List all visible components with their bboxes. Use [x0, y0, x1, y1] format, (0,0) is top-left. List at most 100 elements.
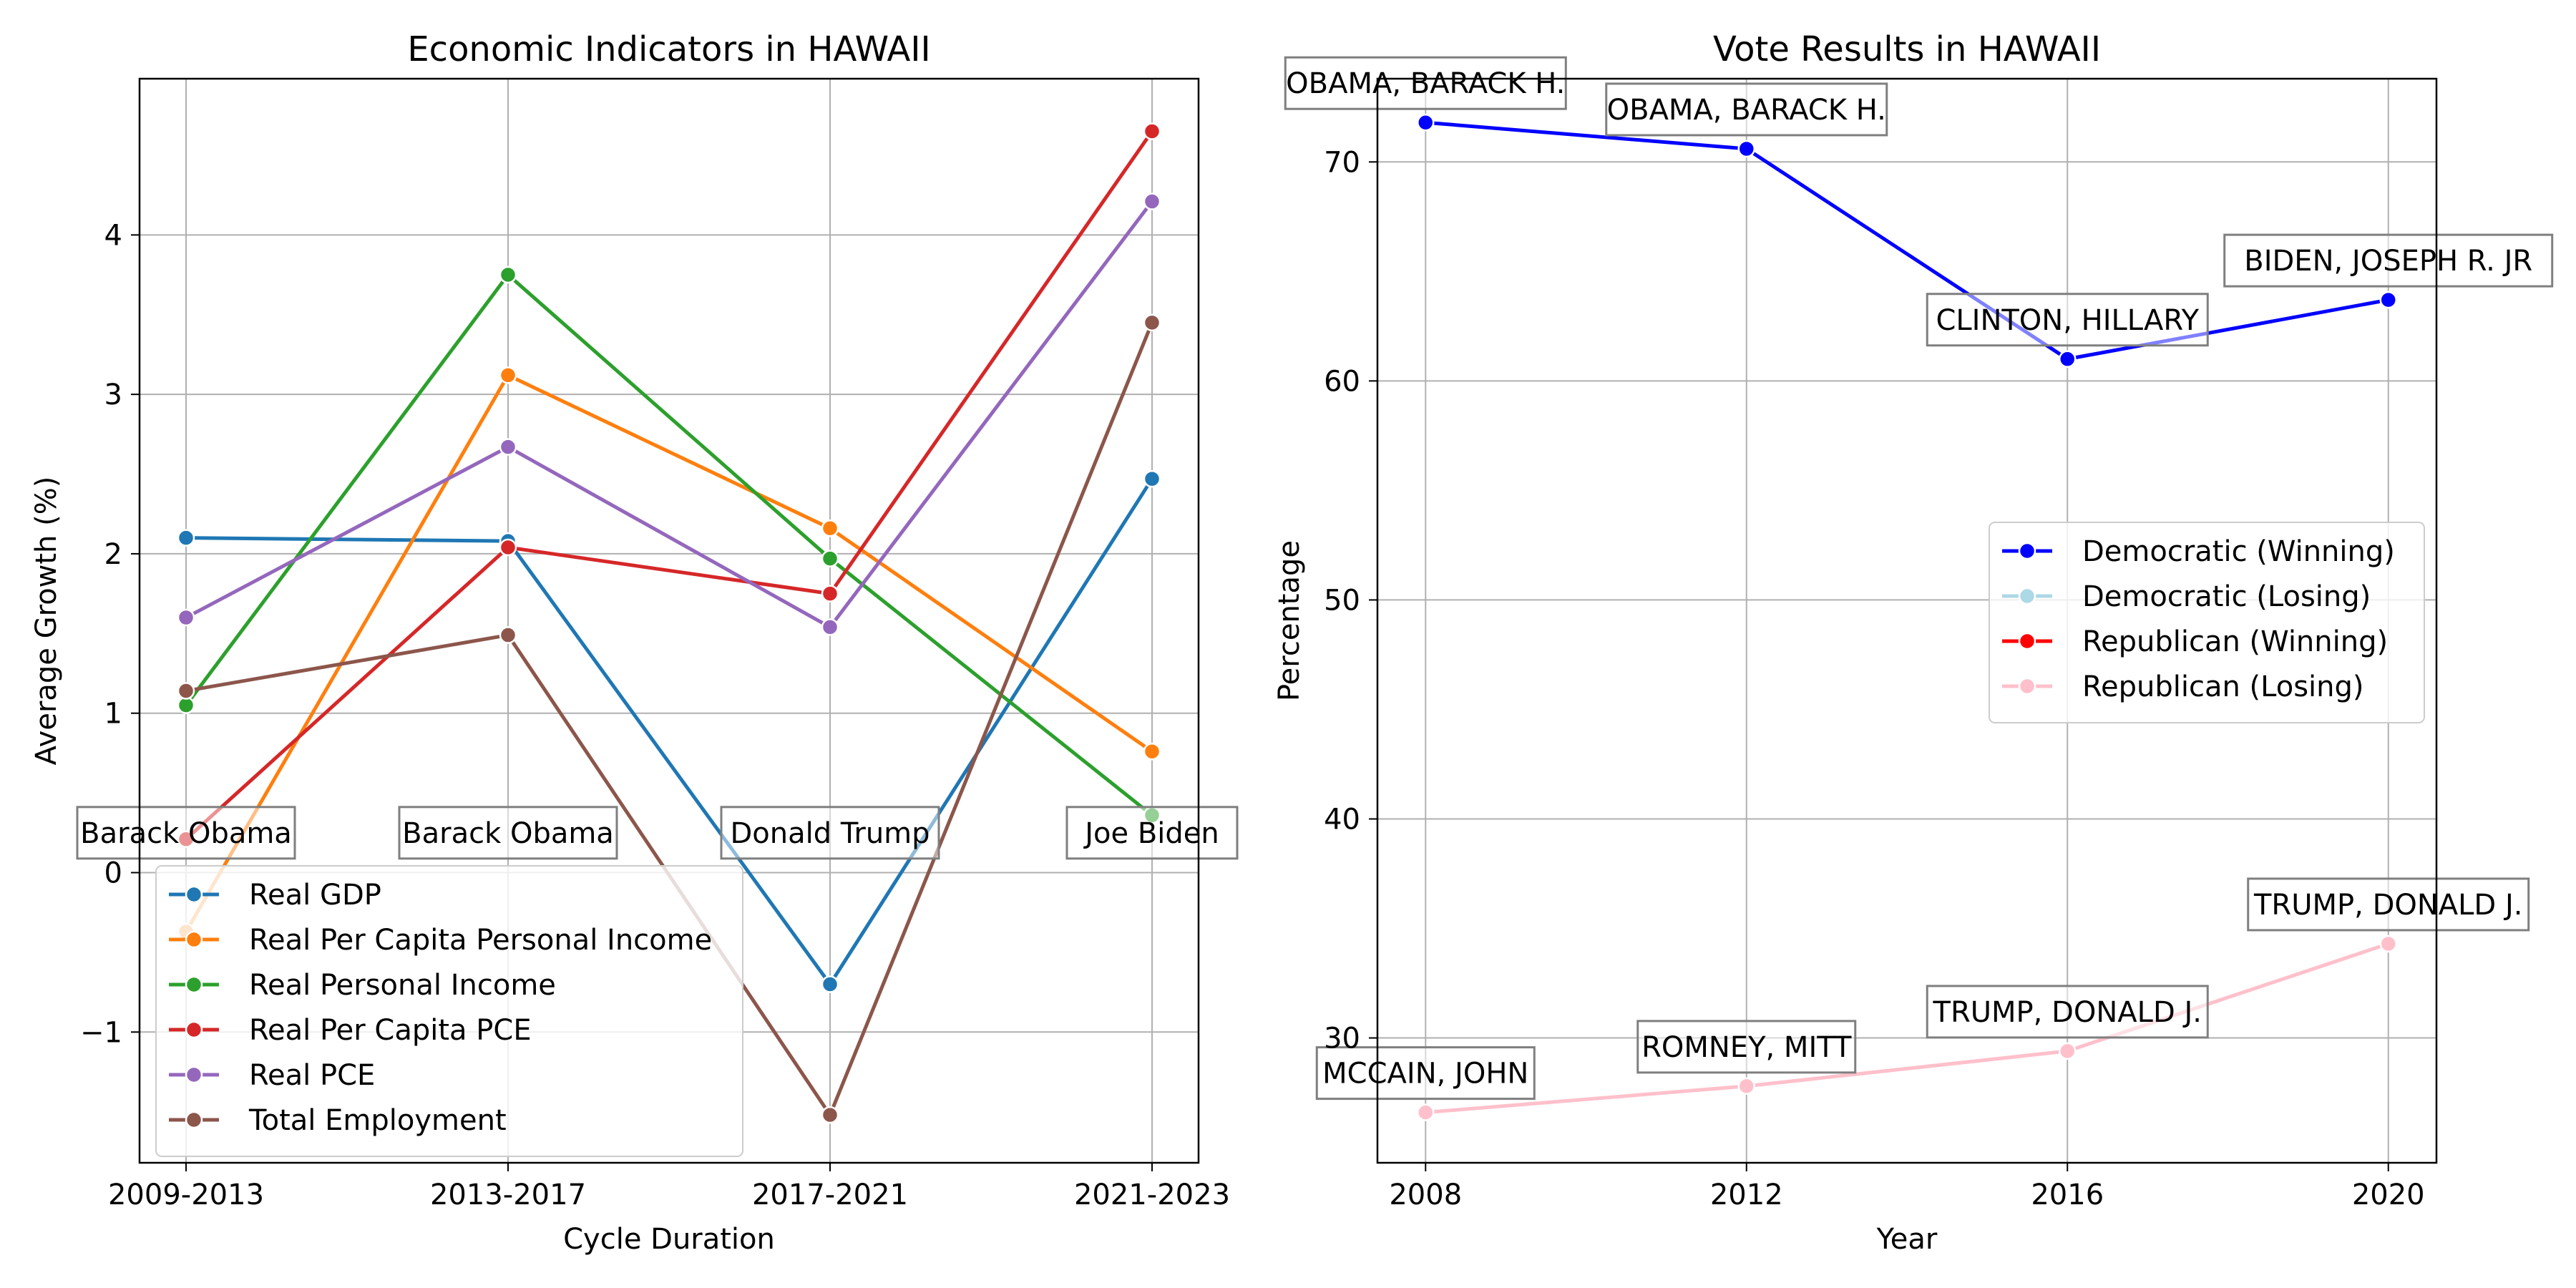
series-line-republican-losing	[1425, 942, 2389, 1115]
legend-label: Real Per Capita PCE	[249, 1014, 532, 1047]
data-point-real-per-capita-personal-income	[821, 519, 839, 537]
data-point-democratic-winning	[2379, 291, 2397, 309]
data-point-democratic-winning	[1737, 140, 1756, 158]
series-line-democratic-winning	[1425, 120, 2389, 361]
candidate-label: OBAMA, BARACK H.	[1286, 67, 1565, 100]
data-point-real-per-capita-pce	[1143, 122, 1161, 140]
data-point-real-pce	[177, 608, 195, 627]
data-point-real-pce	[1143, 192, 1161, 210]
legend-swatch-marker	[185, 1111, 203, 1129]
series-line-real-personal-income	[184, 273, 1153, 817]
candidate-label-box	[1926, 293, 2209, 347]
annotation-label: Donald Trump	[730, 817, 930, 850]
data-point-real-pce	[499, 438, 517, 456]
data-point-total-employment	[1143, 313, 1161, 332]
data-point-republican-losing	[2379, 935, 2397, 953]
data-point-real-personal-income	[821, 550, 839, 567]
x-axis-label: Year	[1876, 1223, 1938, 1256]
data-point-real-per-capita-personal-income	[1143, 742, 1161, 761]
data-point-republican-losing	[1737, 1077, 1756, 1096]
legend-label: Total Employment	[248, 1104, 507, 1137]
plot-frame	[138, 77, 1200, 1164]
y-tick-label: −1	[80, 1016, 122, 1049]
legend-label: Democratic (Winning)	[2082, 535, 2395, 568]
data-point-real-per-capita-personal-income	[499, 366, 517, 384]
data-point-total-employment	[177, 682, 195, 700]
annotation-label: Barack Obama	[80, 817, 292, 850]
series-line-real-gdp	[185, 477, 1154, 986]
legend-label: Real PCE	[249, 1059, 375, 1092]
y-axis-label: Percentage	[1273, 540, 1306, 701]
candidate-label-box	[1926, 985, 2209, 1039]
chart-title: Vote Results in HAWAII	[1713, 29, 2101, 69]
candidate-label: BIDEN, JOSEPH R. JR	[2244, 245, 2532, 278]
y-tick-label: 4	[104, 219, 122, 252]
annotation-label: Barack Obama	[402, 817, 614, 850]
data-point-real-gdp	[1143, 469, 1161, 488]
annotation-box	[398, 806, 618, 860]
x-tick-label: 2021-2023	[1074, 1179, 1230, 1211]
candidate-label: CLINTON, HILLARY	[1936, 304, 2199, 337]
candidate-label-box	[1315, 1046, 1536, 1101]
y-tick-label: 1	[104, 698, 122, 731]
data-point-republican-losing	[2058, 1042, 2077, 1060]
data-point-real-per-capita-pce	[499, 538, 517, 557]
annotation-box	[720, 806, 940, 860]
candidate-label: ROMNEY, MITT	[1641, 1031, 1852, 1064]
candidate-label-box	[1636, 1020, 1857, 1074]
data-point-real-per-capita-pce	[821, 585, 839, 602]
legend-label: Republican (Losing)	[2082, 670, 2364, 703]
data-point-total-employment	[499, 626, 517, 644]
x-tick-label: 2016	[2031, 1179, 2104, 1211]
data-point-real-personal-income	[499, 265, 517, 284]
y-tick-label: 70	[1324, 146, 1360, 179]
candidate-label-box	[1605, 82, 1888, 137]
vote-results-chart: OBAMA, BARACK H. OBAMA, BARACK H. CLINTON,…	[1273, 29, 2554, 1256]
candidate-label: OBAMA, BARACK H.	[1607, 94, 1886, 127]
y-axis-label: Average Growth (%)	[30, 477, 63, 766]
data-point-democratic-winning	[2058, 350, 2077, 369]
y-tick-label: 2	[104, 538, 122, 571]
data-point-total-employment	[821, 1106, 839, 1124]
legend-label: Real Per Capita Personal Income	[249, 924, 712, 957]
legend-swatch-marker	[2018, 632, 2036, 650]
annotation-box	[1065, 806, 1239, 860]
legend-swatch-marker	[2018, 677, 2036, 696]
data-point-real-gdp	[821, 975, 839, 993]
legend-swatch-marker	[2018, 587, 2036, 605]
legend-label: Real GDP	[249, 879, 381, 912]
legend-label: Democratic (Losing)	[2082, 580, 2371, 613]
x-axis-label: Cycle Duration	[563, 1223, 775, 1256]
legend-label: Real Personal Income	[249, 969, 556, 1002]
candidate-label-box	[1284, 56, 1567, 110]
x-tick-label: 2008	[1389, 1179, 1462, 1211]
data-point-democratic-winning	[1417, 113, 1435, 132]
data-point-republican-losing	[1417, 1103, 1435, 1121]
data-point-real-gdp	[177, 529, 195, 547]
legend-box	[1989, 522, 2425, 723]
candidate-label: TRUMP, DONALD J.	[2253, 889, 2522, 922]
x-tick-label: 2012	[1710, 1179, 1783, 1211]
y-tick-label: 30	[1324, 1023, 1360, 1055]
legend-swatch-marker	[185, 1065, 203, 1084]
legend-box	[155, 865, 743, 1157]
legend-swatch-marker	[185, 930, 203, 949]
y-tick-label: 50	[1324, 584, 1360, 617]
candidate-label: MCCAIN, JOHN	[1322, 1058, 1528, 1091]
annotation-box	[76, 806, 296, 860]
annotation-label: Joe Biden	[1083, 817, 1219, 850]
series-line-real-per-capita-personal-income	[184, 373, 1153, 933]
x-tick-label: 2020	[2352, 1179, 2425, 1211]
chart-title: Economic Indicators in HAWAII	[407, 29, 930, 69]
y-tick-label: 3	[104, 379, 122, 411]
legend-swatch-marker	[185, 975, 203, 994]
data-point-real-personal-income	[177, 696, 195, 714]
economic-indicators-chart: Barack Obama Barack Obama Donald Trump Joe …	[30, 29, 1239, 1256]
y-tick-label: 60	[1324, 365, 1360, 398]
data-point-real-pce	[821, 618, 839, 636]
y-tick-label: 0	[104, 857, 122, 890]
legend-label: Republican (Winning)	[2082, 625, 2388, 658]
x-tick-label: 2017-2021	[752, 1179, 908, 1211]
x-tick-label: 2013-2017	[430, 1179, 586, 1211]
